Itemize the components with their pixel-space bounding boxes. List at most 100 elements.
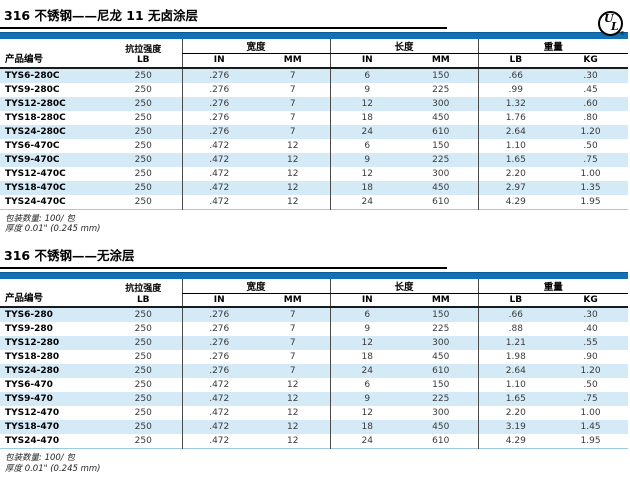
cell: 6 — [329, 138, 405, 153]
cell: 250 — [134, 126, 152, 137]
tensile-unit: LB — [136, 55, 150, 65]
cell: 12 — [329, 96, 405, 111]
table-row: TYS18-280C 250 .276 7 18 450 1.76 .80 — [0, 110, 628, 125]
cell: .99 — [477, 82, 554, 97]
cell: .66 — [477, 67, 554, 83]
cell: 7 — [289, 112, 296, 123]
cell: 9 — [329, 152, 405, 167]
table-row: TYS24-470C 250 .472 12 24 610 4.29 1.95 — [0, 194, 628, 209]
cell: 250 — [134, 112, 152, 123]
table-row: TYS6-280 250 .276 7 6 150 .66 .30 — [0, 307, 629, 322]
cell: 150 — [432, 140, 450, 151]
cell: 610 — [432, 366, 450, 376]
cell: 610 — [432, 436, 450, 446]
cell: .80 — [583, 112, 598, 123]
col-header-width-mm: MM — [283, 55, 302, 66]
cell: 7 — [289, 126, 296, 137]
tensile-unit: LB — [136, 294, 150, 305]
col-header-length-mm: MM — [431, 294, 450, 305]
table-body: TYS6-280 250 .276 7 6 150 .66 .30 TYS9-280 250 .27… — [0, 307, 629, 449]
cell: .90 — [583, 352, 598, 362]
cell: 1.45 — [580, 422, 601, 432]
cell: 24 — [329, 434, 405, 449]
footnote-thickness: 厚度 0.01" (0.245 mm) — [5, 224, 101, 234]
cell: .276 — [181, 82, 256, 97]
cell: 1.10 — [477, 378, 554, 392]
header-group-row: 产品编号 抗拉强度 LB 宽度 长度 重量 — [0, 39, 629, 65]
cell: 1.00 — [580, 168, 601, 179]
cell: 250 — [134, 84, 152, 95]
header-group-row: 产品编号 抗拉强度 LB 宽度 长度 重量 — [0, 278, 629, 305]
table-row: TYS9-280 250 .276 7 9 225 .88 .40 — [0, 322, 628, 336]
cell: 12 — [287, 436, 299, 446]
cell: 12 — [329, 166, 405, 181]
footnote-thickness: 厚度 0.01" (0.245 mm) — [5, 463, 101, 474]
cell: .276 — [181, 110, 256, 125]
table-header: 产品编号 抗拉强度 LB 宽度 长度 重量 IN MM IN MM LB KG — [0, 39, 629, 68]
cell: 18 — [329, 420, 405, 434]
cell: 7 — [289, 70, 296, 81]
cell: 150 — [432, 70, 450, 81]
cell: 250 — [134, 394, 152, 404]
cell: .472 — [181, 180, 256, 195]
cell: .472 — [181, 406, 256, 420]
cell: 12 — [287, 154, 299, 165]
cell: TYS9-280 — [5, 324, 53, 334]
cell: .276 — [181, 96, 256, 111]
cell: .276 — [181, 124, 256, 139]
table-row: TYS24-280C 250 .276 7 24 610 2.64 1.20 — [0, 124, 629, 139]
cell: 24 — [329, 364, 405, 378]
cell: 1.20 — [580, 126, 601, 137]
cell: .40 — [583, 324, 598, 334]
cell: 2.64 — [477, 364, 554, 378]
cell: .88 — [477, 322, 554, 336]
cell: 9 — [329, 322, 405, 336]
table-row: TYS12-470C 250 .472 12 12 300 2.20 1.00 — [0, 166, 628, 181]
cell: TYS12-280 — [5, 338, 60, 348]
cell: 2.97 — [477, 180, 554, 195]
cell: .472 — [181, 434, 256, 449]
cell: 250 — [134, 352, 152, 362]
cell: .50 — [583, 140, 598, 151]
cell: 225 — [432, 324, 450, 334]
cell: 7 — [289, 338, 296, 348]
cell: 1.10 — [477, 138, 554, 153]
group-header-width: 宽度 — [181, 39, 331, 54]
cell: 12 — [329, 406, 405, 420]
section-uncoated: 316 不锈钢——无涂层 产品编号 抗拉强度 LB 宽度 长度 重量 — [0, 248, 630, 475]
table-row: TYS12-470 250 .472 12 12 300 2.20 1.00 — [0, 406, 628, 420]
cell: 9 — [329, 82, 405, 97]
col-header-tensile: 抗拉强度 LB — [105, 279, 182, 308]
cell: .472 — [181, 378, 256, 392]
cell: 250 — [134, 196, 152, 207]
section-coated: 316 不锈钢——尼龙 11 无卤涂层 产品编号 抗拉强度 LB 宽度 长度 重… — [0, 8, 630, 235]
cell: 12 — [287, 140, 299, 151]
cell: TYS12-470C — [5, 168, 66, 179]
cell: TYS12-470 — [5, 408, 60, 418]
cell: 7 — [289, 324, 296, 334]
table-row: TYS18-470 250 .472 12 18 450 3.19 1.45 — [0, 420, 629, 434]
cell: 450 — [432, 182, 450, 193]
cell: TYS9-470 — [5, 394, 53, 404]
cell: 300 — [432, 98, 450, 109]
cell: .472 — [181, 392, 256, 406]
group-header-weight: 重量 — [477, 39, 629, 54]
cell: .60 — [583, 98, 598, 109]
cell: 250 — [134, 140, 152, 151]
section-title: 316 不锈钢——尼龙 11 无卤涂层 — [0, 8, 447, 29]
cell: 12 — [287, 168, 299, 179]
cell: 12 — [287, 422, 299, 432]
cell: TYS6-470 — [5, 380, 53, 390]
cell: 9 — [329, 392, 405, 406]
cell: TYS18-280 — [5, 352, 60, 362]
cell: 4.29 — [477, 194, 554, 209]
cell: 2.20 — [477, 166, 554, 181]
cell: 6 — [329, 67, 405, 83]
cell: 7 — [289, 310, 296, 320]
col-header-weight-kg: KG — [583, 294, 598, 305]
cell: 610 — [432, 126, 450, 137]
cell: .30 — [583, 70, 598, 81]
table-row: TYS9-470 250 .472 12 9 225 1.65 .75 — [0, 392, 629, 406]
ul-certification-icon: U L ® — [598, 11, 625, 37]
col-header-width-in: IN — [181, 53, 256, 68]
